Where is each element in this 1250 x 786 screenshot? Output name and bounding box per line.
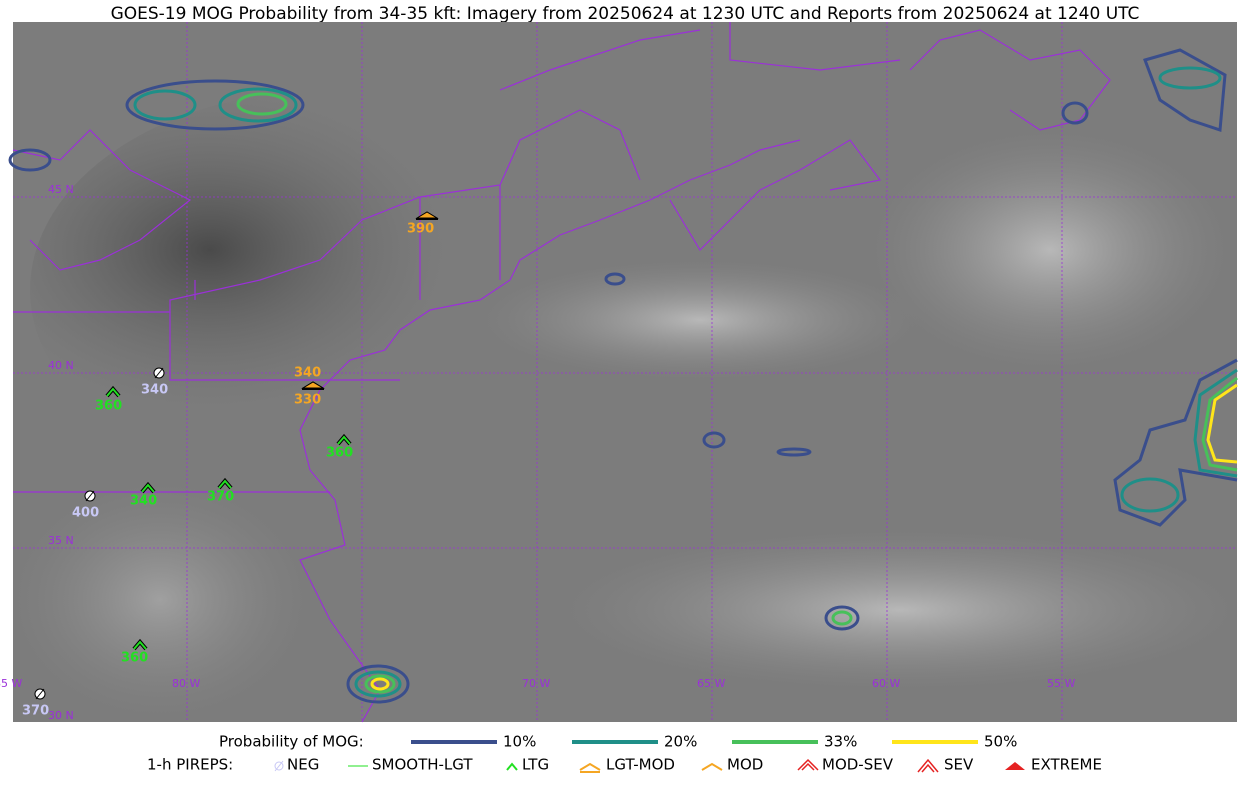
title: GOES-19 MOG Probability from 34-35 kft: … [111,4,1140,24]
legend: Probability of MOG: 10% 20% 33% 50% 1-h … [147,733,1102,774]
legend-label: MOD-SEV [822,756,894,774]
legend-label: NEG [287,756,319,774]
pirep-level: 360 [326,446,353,461]
lat-label: 45 N [48,183,74,196]
legend-icon [1005,762,1025,770]
map-labels: 45 N 40 N 35 N 30 N 85 W 80 W 70 W 65 W … [0,183,1075,722]
cloud [560,530,1240,690]
lat-label: 30 N [48,709,74,722]
legend-label: LTG [522,756,549,774]
legend-label: LGT-MOD [606,756,675,774]
legend-label: EXTREME [1031,756,1102,774]
legend-label: SMOOTH-LGT [372,756,473,774]
lon-label: 70 W [522,677,550,690]
pirep-symbol [218,479,232,489]
pirep-symbol [106,387,120,397]
map: 45 N 40 N 35 N 30 N 85 W 80 W 70 W 65 W … [0,22,1240,723]
legend-icon [917,758,939,773]
legend-label: SEV [944,756,974,774]
legend-label: 33% [824,733,857,751]
lat-label: 35 N [48,534,74,547]
legend-label: 20% [664,733,697,751]
lon-label: 55 W [1047,677,1075,690]
lon-label: 80 W [172,677,200,690]
lat-label: 40 N [48,359,74,372]
legend-label: 10% [503,733,536,751]
pirep-symbol [35,688,45,700]
cloud [10,480,310,720]
pirep-level: 340 [141,383,168,398]
pirep-level: 340 [130,494,157,509]
pirep-level: 400 [72,506,99,521]
legend-icon [506,762,518,771]
coastlines [12,22,1111,723]
lon-label: 85 W [0,677,22,690]
pirep-level: 360 [121,651,148,666]
legend-title: Probability of MOG: [219,733,364,751]
legend-icon [274,760,284,772]
cloud [480,260,920,380]
pirep-level: 340 [294,366,321,381]
lon-label: 65 W [697,677,725,690]
legend-icon [579,762,601,773]
pirep-symbol [154,367,164,379]
pirep-symbol [337,435,351,445]
legend-title: 1-h PIREPS: [147,756,233,774]
legend-label: MOD [727,756,763,774]
grid [13,22,1237,722]
pirep-level: 330 [294,393,321,408]
cloud [870,130,1230,370]
pirep-level: 390 [407,222,434,237]
pirep-level: 370 [207,490,234,505]
pirep-symbol [85,490,95,502]
pirep-symbol [133,640,147,650]
legend-icon [701,762,723,771]
dry-region [30,90,630,490]
lon-label: 60 W [872,677,900,690]
mog-contours [8,48,1238,704]
legend-label: 50% [984,733,1017,751]
legend-icon [797,758,819,771]
pirep-level: 360 [95,399,122,414]
pireps: 390 340 330 340 360 360 400 340 370 360 370 [22,211,439,719]
pirep-symbol [141,483,155,493]
pirep-level: 370 [22,704,49,719]
